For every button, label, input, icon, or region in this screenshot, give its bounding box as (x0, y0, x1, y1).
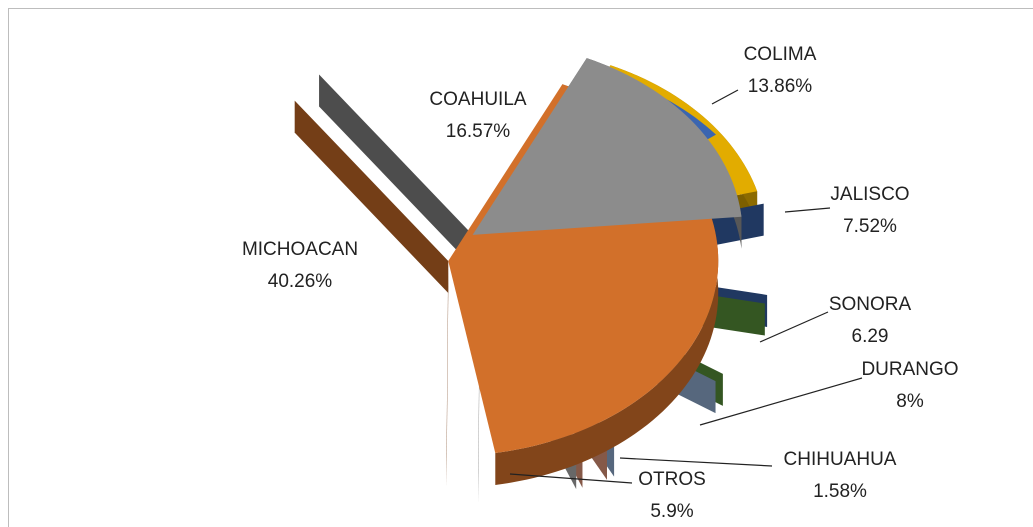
leader-line (711, 89, 739, 105)
labels: COLIMA 13.86% JALISCO 7.52% SONORA 6.29 DURANG… (242, 44, 959, 522)
value-label: 6.29 (852, 326, 889, 347)
value-label: 13.86% (748, 76, 813, 97)
slice-side (294, 100, 449, 293)
value-label: 40.26% (268, 271, 333, 292)
value-label: 1.58% (813, 481, 867, 502)
chart-frame (8, 8, 1033, 527)
slice-side (446, 260, 449, 488)
leader-line (509, 473, 633, 484)
category-label: SONORA (829, 294, 912, 315)
leader-line (699, 377, 863, 426)
slice (472, 58, 742, 235)
category-label: COLIMA (744, 44, 817, 65)
value-label: 5.9% (650, 501, 693, 522)
category-label: DURANGO (861, 359, 958, 380)
value-label: 16.57% (446, 121, 511, 142)
slice-tops (448, 58, 758, 453)
value-label: 8% (896, 391, 924, 412)
category-label: JALISCO (830, 184, 909, 205)
category-label: CHIHUAHUA (784, 449, 897, 470)
category-label: COAHUILA (429, 89, 526, 110)
slice-side (319, 74, 473, 267)
leader-line (759, 311, 829, 343)
leader-line (784, 207, 831, 213)
slice-wall (495, 84, 719, 485)
category-label: MICHOACAN (242, 239, 358, 260)
category-label: OTROS (638, 469, 706, 490)
leader-line (619, 457, 773, 467)
value-label: 7.52% (843, 216, 897, 237)
